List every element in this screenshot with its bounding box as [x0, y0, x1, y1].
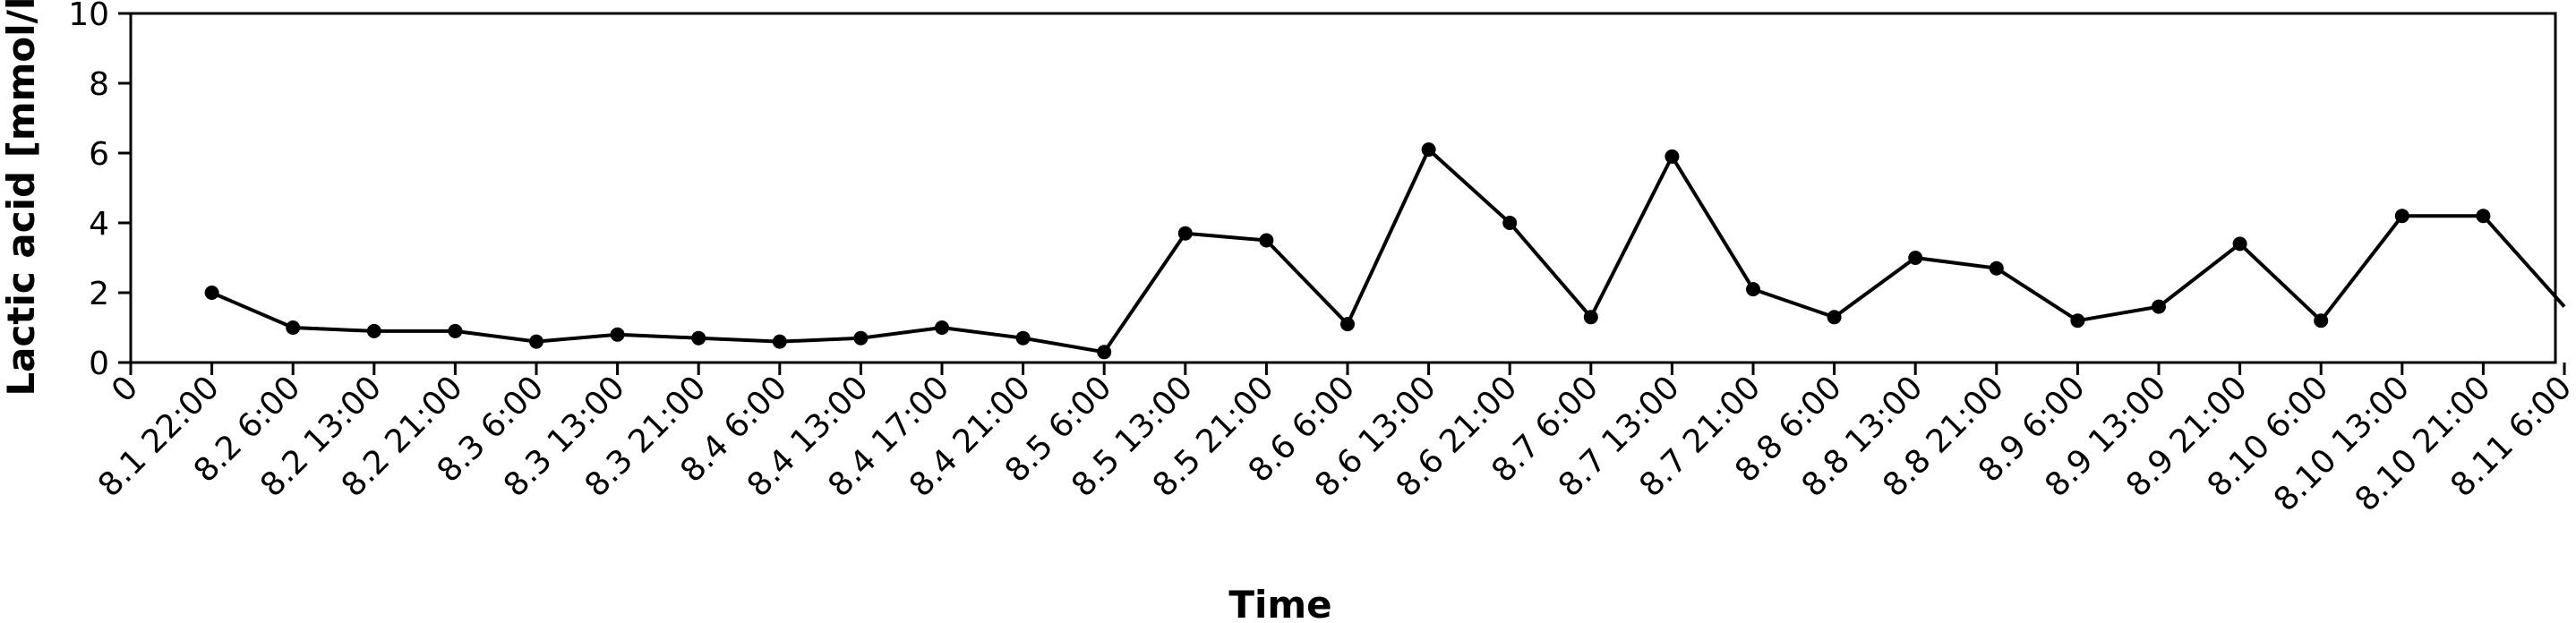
data-point [1665, 149, 1680, 164]
data-point [610, 327, 625, 342]
data-point [2152, 299, 2166, 314]
data-point [1177, 226, 1193, 241]
data-point [1827, 310, 1842, 325]
data-point [1015, 330, 1031, 346]
x-axis: 08.1 22:008.2 6:008.2 13:008.2 21:008.3 … [91, 363, 2576, 519]
data-point [286, 320, 301, 335]
data-point [1502, 216, 1518, 230]
series-lactic-acid [204, 142, 2566, 360]
data-point [2394, 209, 2409, 224]
y-tick-label: 6 [89, 136, 109, 173]
data-point [1097, 345, 1112, 360]
y-tick-label: 0 [89, 346, 109, 382]
data-point [204, 286, 219, 300]
y-axis-title: Lactic acid [mmol/l] [0, 0, 43, 397]
x-axis-title: Time [1228, 583, 1331, 623]
data-point [1746, 282, 1760, 297]
data-point [2314, 313, 2329, 329]
data-point [1908, 251, 1923, 265]
data-point [448, 323, 463, 338]
y-tick-label: 2 [89, 276, 109, 312]
data-point [935, 320, 949, 335]
data-point [1583, 310, 1598, 325]
series-line [210, 146, 2566, 354]
y-tick-label: 4 [89, 206, 109, 243]
data-point [2476, 209, 2491, 224]
data-point [366, 323, 381, 338]
plot-frame [129, 12, 2557, 364]
data-point [1421, 142, 1436, 158]
data-point [529, 334, 543, 349]
data-point [691, 330, 706, 346]
data-point [2232, 236, 2247, 252]
data-point [1259, 233, 1274, 248]
data-point [853, 330, 869, 346]
data-point [1340, 317, 1355, 332]
y-axis: 0 2 4 6 8 10 [68, 0, 131, 382]
data-point [2070, 313, 2085, 329]
y-tick-label: 8 [89, 66, 109, 103]
data-point [1989, 260, 2004, 276]
x-origin-label: 0 [105, 369, 145, 409]
data-point [772, 334, 787, 349]
y-tick-label: 10 [68, 0, 109, 33]
